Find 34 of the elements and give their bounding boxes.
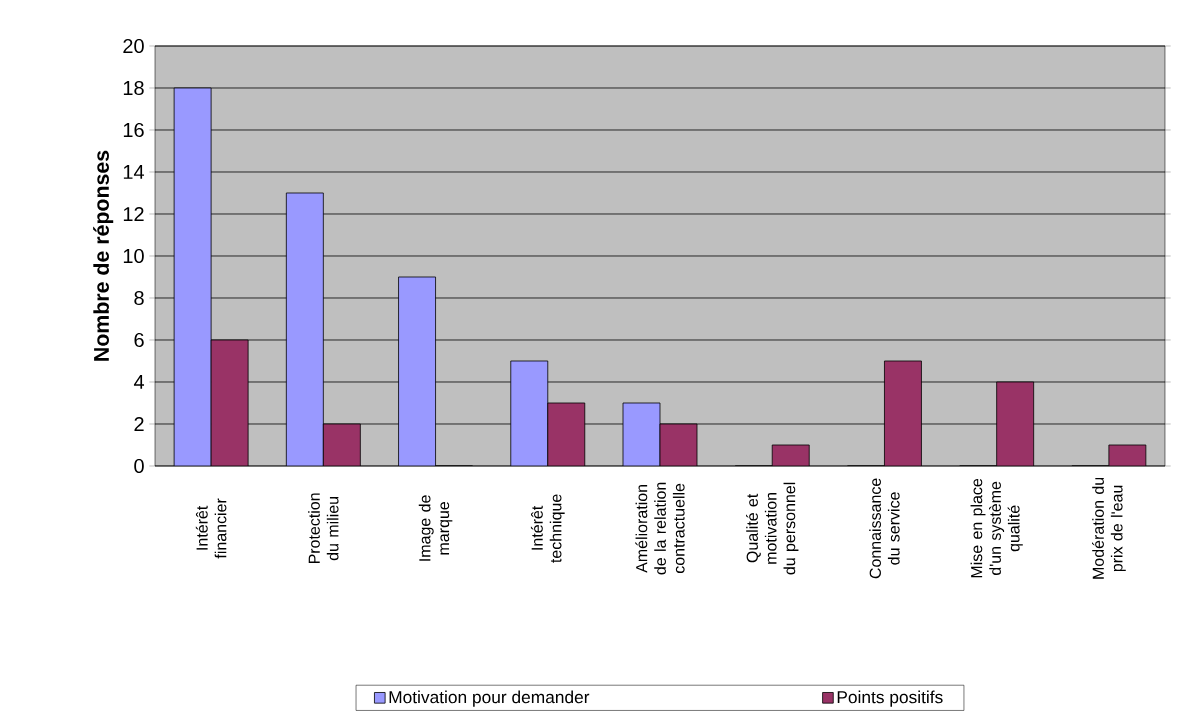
x-tick-label: Amélioration de la relation contractuelle <box>635 482 685 575</box>
bar <box>659 423 698 466</box>
bar <box>322 423 361 466</box>
legend-label: Points positifs <box>837 690 943 707</box>
x-tick-label: Intérêt technique <box>530 494 565 563</box>
bar <box>622 402 661 466</box>
x-tick-label: Intérêt financier <box>195 498 227 559</box>
y-tick-label: 2 <box>134 417 144 431</box>
bar <box>210 339 249 466</box>
x-tick-label: Qualité et motivation du personnel <box>746 482 799 575</box>
y-tick-label: 18 <box>123 80 144 96</box>
legend-label: Motivation pour demander <box>389 690 590 707</box>
y-tick-label: 8 <box>134 290 144 306</box>
bar <box>285 192 324 466</box>
x-tick-label: Modération du prix de l'eau <box>1092 477 1126 579</box>
bar <box>398 276 436 466</box>
bar <box>996 381 1035 466</box>
x-tick-label: Mise en place d'un système qualité <box>970 478 1023 578</box>
bar <box>884 360 922 466</box>
bar <box>510 360 549 466</box>
x-tick-label: Connaissance du service <box>869 478 900 579</box>
y-tick-label: 16 <box>123 122 144 138</box>
y-tick-label: 14 <box>123 165 145 179</box>
y-tick-label: 0 <box>134 458 144 474</box>
bar <box>173 87 212 466</box>
y-axis-title: Nombre de réponses <box>93 150 114 361</box>
y-tick-label: 12 <box>123 207 144 221</box>
y-tick-label: 20 <box>123 38 144 54</box>
y-tick-label: 4 <box>133 375 145 389</box>
x-tick-label: Image de marque <box>418 495 453 561</box>
x-tick-label: Protection du milieu <box>308 493 339 564</box>
y-tick-label: 10 <box>123 248 144 264</box>
bar <box>547 402 586 466</box>
y-tick-label: 6 <box>134 332 144 348</box>
